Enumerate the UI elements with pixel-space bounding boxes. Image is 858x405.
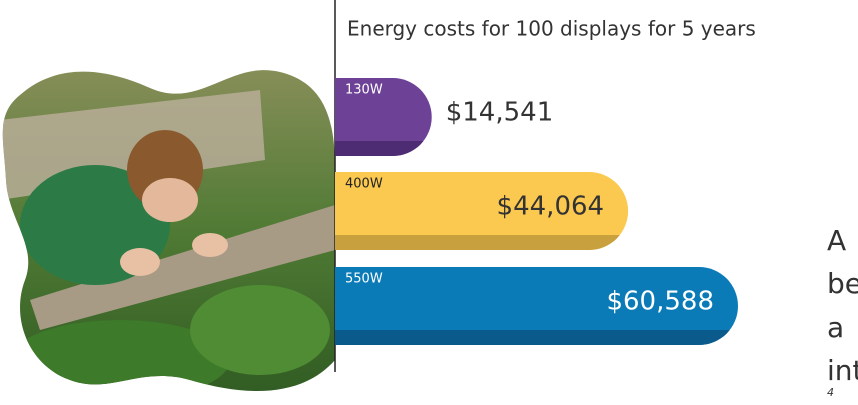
bar-shade <box>335 141 432 156</box>
side-text: A <box>827 224 846 257</box>
side-text: a <box>827 311 844 344</box>
chart-title: Energy costs for 100 displays for 5 year… <box>347 17 756 41</box>
value-label: $60,588 <box>606 287 714 317</box>
page: Energy costs for 100 displays for 5 year… <box>0 0 858 405</box>
value-label: $14,541 <box>446 98 554 128</box>
side-text: be <box>827 267 858 300</box>
value-label: $44,064 <box>497 192 605 222</box>
bar-shade <box>335 235 628 250</box>
photo <box>0 60 340 405</box>
category-label: 400W <box>345 177 383 192</box>
bar-shade <box>335 330 738 345</box>
side-text: 4 <box>827 386 834 399</box>
side-text: int <box>827 354 858 387</box>
category-label: 550W <box>345 272 383 287</box>
category-label: 130W <box>345 83 383 98</box>
